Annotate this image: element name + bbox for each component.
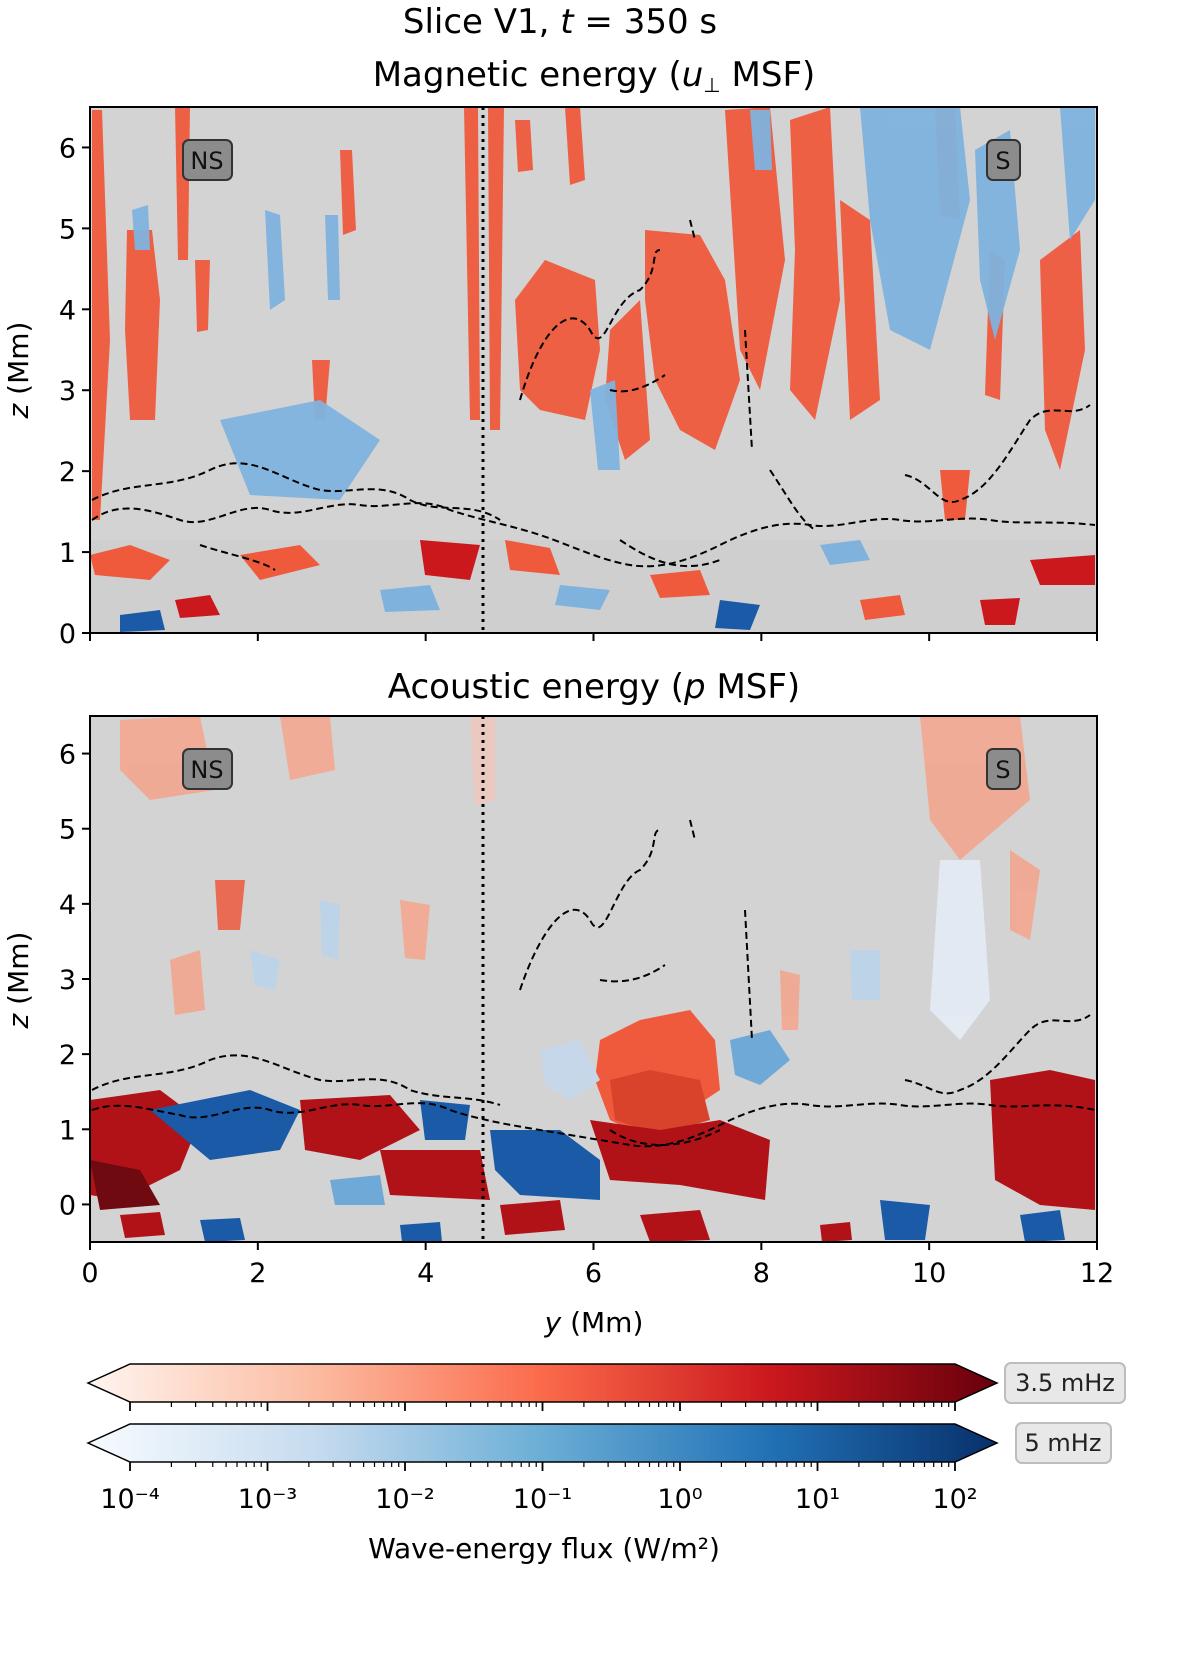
panel1-x-ticks [89, 633, 1098, 641]
x-tick-label: 8 [753, 1258, 770, 1289]
badge-ns-label: NS [190, 147, 223, 175]
panel1-y-ticks: 0 1 2 3 4 5 6 [59, 133, 90, 650]
colorbar-tick-label: 10² [932, 1484, 977, 1515]
x-tick-label: 10 [912, 1258, 946, 1289]
y-tick-label: 0 [59, 1190, 76, 1221]
colorbar-red-label: 3.5 mHz [1015, 1369, 1115, 1397]
panel2-x-ticks: 0 2 4 6 8 10 12 [81, 1242, 1114, 1289]
colorbar-tick-label: 10¹ [795, 1484, 840, 1515]
panel2-heatmap [90, 716, 1097, 1242]
panel1-badge-s: S [986, 139, 1021, 181]
y-tick-label: 4 [59, 295, 76, 326]
x-axis-label: y (Mm) [544, 1306, 644, 1339]
y-tick-label: 2 [59, 1040, 76, 1071]
colorbar-tick-labels: 10⁻⁴ 10⁻³ 10⁻² 10⁻¹ 10⁰ 10¹ 10² [100, 1484, 977, 1515]
x-tick-label: 6 [585, 1258, 602, 1289]
colorbar-red [86, 1363, 999, 1403]
colorbar-tick-label: 10⁻² [375, 1484, 434, 1515]
y-tick-label: 6 [59, 740, 76, 771]
colorbar-tick-label: 10⁻³ [238, 1484, 297, 1515]
panel1-ylabel: z (Mm) [2, 322, 35, 420]
x-tick-label: 4 [417, 1258, 434, 1289]
colorbar-blue-label: 5 mHz [1025, 1429, 1102, 1457]
y-tick-label: 3 [59, 376, 76, 407]
colorbar-blue [86, 1423, 999, 1463]
badge-s-label: S [995, 756, 1010, 784]
x-tick-label: 0 [81, 1258, 98, 1289]
y-tick-label: 6 [59, 133, 76, 164]
y-tick-label: 5 [59, 815, 76, 846]
y-tick-label: 1 [59, 538, 76, 569]
colorbar-axis-label: Wave-energy flux (W/m²) [368, 1532, 720, 1565]
panel2-ylabel: z (Mm) [2, 932, 35, 1030]
colorbar-blue-ticks [129, 1462, 956, 1471]
y-tick-label: 3 [59, 965, 76, 996]
panel1-badge-ns: NS [182, 139, 233, 181]
panel2-y-ticks: 0 1 2 3 4 5 6 [59, 740, 90, 1221]
panel1-title: Magnetic energy (u⊥ MSF) [373, 55, 816, 97]
figure-title: Slice V1, t = 350 s [403, 2, 717, 42]
y-tick-label: 0 [59, 619, 76, 650]
panel1-heatmap [90, 107, 1097, 633]
colorbar-blue-freq-badge: 5 mHz [1015, 1422, 1112, 1464]
panel2-title: Acoustic energy (p MSF) [388, 667, 800, 707]
badge-ns-label: NS [190, 756, 223, 784]
colorbar-red-ticks [129, 1402, 956, 1411]
colorbar-tick-label: 10⁻⁴ [100, 1484, 159, 1515]
panel2-badge-s: S [986, 748, 1021, 790]
y-tick-label: 5 [59, 214, 76, 245]
y-tick-label: 2 [59, 457, 76, 488]
x-tick-label: 12 [1080, 1258, 1114, 1289]
colorbar-tick-label: 10⁰ [657, 1484, 702, 1515]
colorbar-red-freq-badge: 3.5 mHz [1004, 1362, 1126, 1404]
y-tick-label: 4 [59, 890, 76, 921]
colorbar-tick-label: 10⁻¹ [513, 1484, 572, 1515]
panel2-badge-ns: NS [182, 748, 233, 790]
y-tick-label: 1 [59, 1115, 76, 1146]
badge-s-label: S [995, 147, 1010, 175]
x-tick-label: 2 [249, 1258, 266, 1289]
